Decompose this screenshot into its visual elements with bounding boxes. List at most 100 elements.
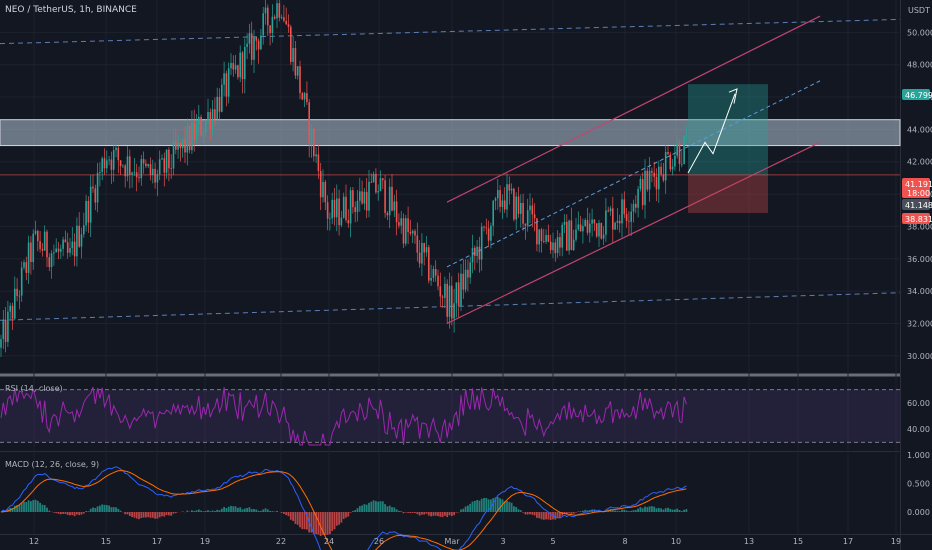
rsi-series [0,387,900,445]
macd-histogram-bar [679,510,681,512]
candle-body [552,243,554,251]
macd-histogram-bar [359,506,361,512]
candle-body [67,242,69,253]
macd-histogram-bar [511,503,513,512]
candle-body [244,47,246,79]
candle-body [168,150,170,169]
candle-body [189,126,191,150]
macd-histogram-bar [426,512,428,514]
price-tick-label: 50.000 [907,28,932,37]
macd-histogram-bar [336,512,338,526]
candle-body [226,73,228,96]
macd-histogram-bar [338,512,340,525]
candle-body [371,182,373,183]
candle-body [396,201,398,222]
macd-histogram-bar [485,498,487,512]
macd-histogram-bar [129,512,131,516]
macd-histogram-bar [354,510,356,512]
symbol-title[interactable]: NEO / TetherUS, 1h, BINANCE [5,5,137,15]
rsi-indicator-label[interactable]: RSI (14, close) [5,384,63,393]
rsi-tick-label: 40.00 [907,425,930,434]
macd-histogram-bar [159,512,161,517]
macd-histogram-bar [612,510,614,512]
candle-body [541,229,543,241]
macd-histogram-bar [630,511,632,512]
candle-body [191,122,193,150]
candle-body [219,97,221,112]
candle-body [28,242,30,272]
macd-indicator-label[interactable]: MACD (12, 26, close, 9) [5,460,99,469]
macd-histogram-bar [209,511,211,512]
candle-body [161,158,163,159]
price-tick-label: 42.000 [907,158,932,167]
currency-label[interactable]: USDT [908,6,930,15]
candle-body [621,199,623,223]
macd-histogram-bar [364,504,366,512]
candle-body [237,65,239,77]
candle-body [419,253,421,264]
macd-histogram-bar [324,512,326,535]
candle-body [506,184,508,209]
target-price-tag: 46.799 [902,89,932,100]
candle-body [269,25,271,33]
last-price-tag: 41.191 18:00 [902,178,932,198]
candle-body [591,220,593,224]
macd-histogram-bar [304,512,306,529]
candle-body [5,320,7,342]
candle-body [143,159,145,163]
macd-histogram-bar [683,510,685,512]
long-position-target-zone[interactable] [688,84,768,175]
candle-body [345,197,347,220]
candle-body [154,169,156,183]
candle-body [39,241,41,249]
macd-histogram-bar [297,512,299,525]
macd-histogram-bar [23,502,25,512]
macd-histogram-bar [633,510,635,512]
candle-body [72,242,74,248]
candle-body [605,210,607,234]
candle-body [306,93,308,102]
candle-body [384,180,386,213]
candle-body [573,240,575,250]
time-tick-label: 26 [374,537,384,546]
macd-histogram-bar [292,512,294,521]
macd-histogram-bar [380,501,382,512]
candle-body [640,179,642,189]
macd-panel[interactable] [0,452,900,534]
candle-body [37,231,39,241]
macd-histogram-bar [28,500,30,512]
macd-histogram-bar [285,512,287,515]
candle-body [320,171,322,197]
macd-histogram-bar [221,509,223,512]
macd-histogram-bar [341,512,343,523]
candle-body [3,320,5,339]
candle-body [212,109,214,129]
macd-histogram-bar [60,512,62,514]
macd-histogram-bar [370,502,372,512]
macd-histogram-bar [21,503,23,512]
macd-histogram-bar [414,512,416,513]
macd-histogram-bar [127,512,129,514]
candle-body [159,159,161,174]
macd-histogram-bar [269,511,271,512]
macd-histogram-bar [649,506,651,512]
candle-body [302,93,304,99]
candle-body [101,158,103,172]
long-position-stop-zone[interactable] [688,176,768,213]
candle-body [90,187,92,223]
macd-histogram-bar [508,502,510,512]
macd-histogram-bar [71,512,73,515]
candle-body [670,154,672,169]
candle-body [338,198,340,225]
candle-body [78,226,80,247]
macd-histogram-bar [124,512,126,514]
candle-body [467,270,469,278]
macd-histogram-bar [120,511,122,512]
macd-histogram-bar [170,512,172,516]
macd-histogram-bar [81,512,83,515]
candle-body [157,174,159,182]
macd-histogram-bar [25,502,27,512]
bar-countdown-text: 18:00 [907,189,930,198]
macd-histogram-bar [88,511,90,512]
